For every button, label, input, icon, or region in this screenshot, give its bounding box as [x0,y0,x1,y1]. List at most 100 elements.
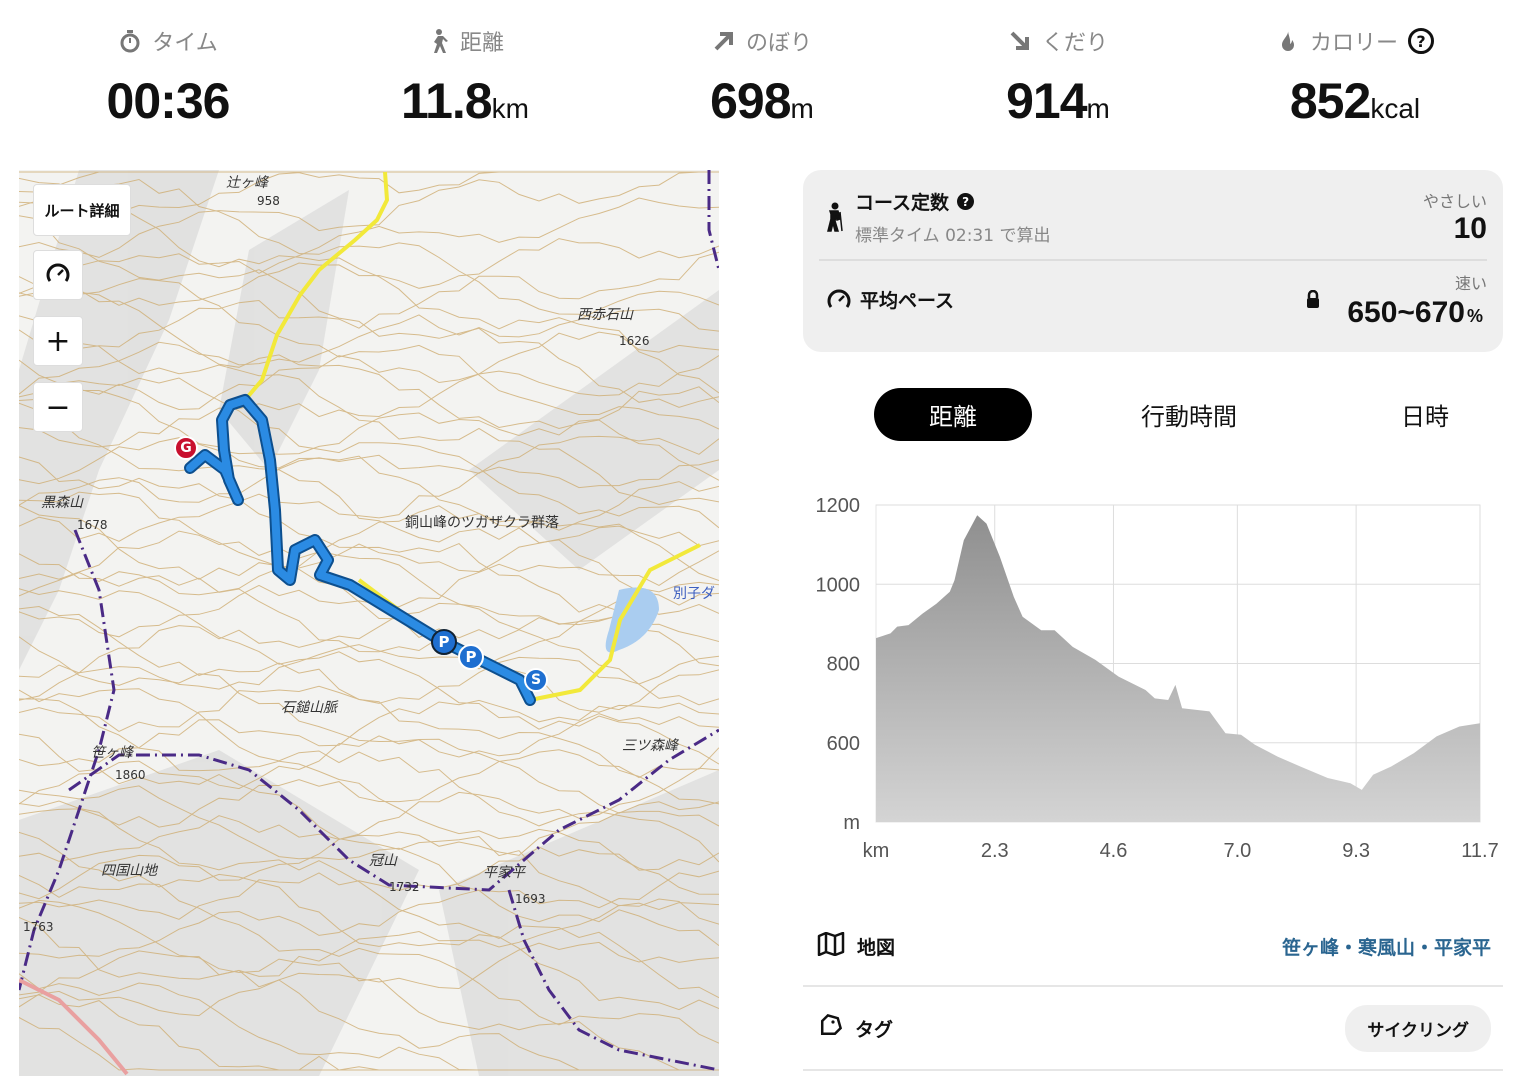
contour-line [19,553,719,715]
arrow-up-right-icon [712,29,736,53]
contour-line [19,435,719,506]
tab-distance[interactable]: 距離 [874,388,1032,441]
map-label: 958 [257,194,280,208]
contour-line [19,941,719,1017]
y-tick-label: 800 [827,654,860,676]
x-tick-label: 2.3 [981,840,1009,862]
tag-label: タグ [855,1018,894,1041]
stat-ascent: のぼり 698m [612,22,912,130]
difficulty-value: 10 [1453,212,1487,245]
tag-chip[interactable]: サイクリング [1345,1004,1491,1052]
contour-line [19,331,719,411]
map-label: 地図 [857,936,896,959]
elevation-area [876,515,1480,822]
stat-unit: m [1086,93,1110,124]
stat-value: 852 [1289,73,1371,129]
lake [605,587,659,653]
contour-line [19,171,719,213]
parking-marker[interactable]: P [431,629,457,655]
map-row: 地図 笹ヶ峰・寒風山・平家平 [803,907,1503,987]
stat-unit: km [491,93,529,124]
tag-icon [817,1013,843,1043]
contour-line [19,898,719,996]
stat-distance: 距離 11.8km [315,22,615,130]
stat-value: 11.8 [401,73,493,129]
stat-time: タイム 00:36 [18,22,318,130]
contour-line [19,215,719,408]
map-label: 冠山 [369,853,397,869]
chart-axis-tabs: 距離 行動時間 日時 [874,388,1494,442]
map-label: 1763 [23,920,54,934]
hiker-icon [825,202,845,236]
help-icon[interactable]: ? [957,193,975,210]
contour-line [19,456,719,615]
contour-line [19,605,719,805]
tag-row: タグ サイクリング [803,987,1503,1071]
walking-icon [426,29,450,53]
contour-line [19,581,719,678]
map-label: 1626 [619,334,650,348]
contour-line [19,655,719,732]
difficulty-label: やさしい [1422,192,1487,211]
parking-marker[interactable]: P [458,644,484,670]
zoom-out-button[interactable]: − [33,382,83,432]
x-tick-label: 9.3 [1342,840,1370,862]
contour-line [19,481,719,580]
start-marker[interactable]: S [524,668,548,692]
contour-line [19,1017,719,1071]
contour-line [19,177,719,332]
contour-line [19,289,719,481]
contour-line [19,810,719,900]
contour-line [19,800,719,999]
standard-time: 標準タイム 02:31 で算出 [855,226,1051,246]
map-label: 黒森山 [41,495,83,511]
x-axis-unit: km [863,840,890,862]
contour-line [19,615,719,701]
contour-line [19,733,719,911]
y-axis-unit: m [843,812,860,834]
zoom-in-button[interactable]: + [33,316,83,366]
map-label: 辻ヶ峰 [226,175,268,191]
contour-line [19,402,719,606]
map-label: 1860 [115,768,146,782]
pace-button[interactable] [33,250,83,300]
map-area-link[interactable]: 笹ヶ峰・寒風山・平家平 [1281,936,1491,959]
y-tick-label: 600 [827,733,860,755]
y-tick-label: 1000 [816,574,861,596]
map-label: 1732 [389,880,420,894]
lock-icon [1306,289,1320,312]
route-map[interactable]: G P P S 辻ヶ峰 958 西赤石山 1626 黒森山 1678 銅山峰のツ… [19,170,719,1076]
help-icon[interactable]: ? [1408,28,1434,54]
contour-line [19,669,719,767]
contour-line [19,315,719,506]
map-label: 1693 [515,892,546,906]
map-label: 1678 [77,518,108,532]
map-label: 別子ダ [673,586,715,602]
map-icon [817,931,845,960]
tab-activity-time[interactable]: 行動時間 [1141,403,1237,431]
contour-line [19,525,719,597]
contour-line [19,459,719,542]
route-detail-button[interactable]: ルート詳細 [33,184,131,236]
contour-line [19,846,719,920]
pace-unit: % [1466,306,1483,326]
contour-line [19,355,719,448]
goal-marker[interactable]: G [174,436,198,460]
stat-label: 距離 [459,31,504,56]
stat-descent: くだり 914m [908,22,1208,130]
contour-line [19,713,719,805]
contour-line [19,588,719,765]
map-label: 銅山峰のツガザクラ群落 [405,515,559,531]
x-tick-label: 11.7 [1461,840,1498,862]
elevation-chart: 1200 1000 800 600 2.3 4.6 7.0 9.3 11.7 mkm [816,495,1499,862]
map-label: 平家平 [483,865,525,881]
contour-line [19,875,719,1044]
stat-label: のぼり [745,31,812,56]
tab-datetime[interactable]: 日時 [1401,403,1449,431]
contour-line [19,276,719,430]
stat-label: カロリー [1309,31,1398,56]
map-label: 三ツ森峰 [622,738,678,754]
contour-line [19,290,719,395]
contour-line [19,899,719,1071]
pace-label: 速い [1454,274,1487,293]
